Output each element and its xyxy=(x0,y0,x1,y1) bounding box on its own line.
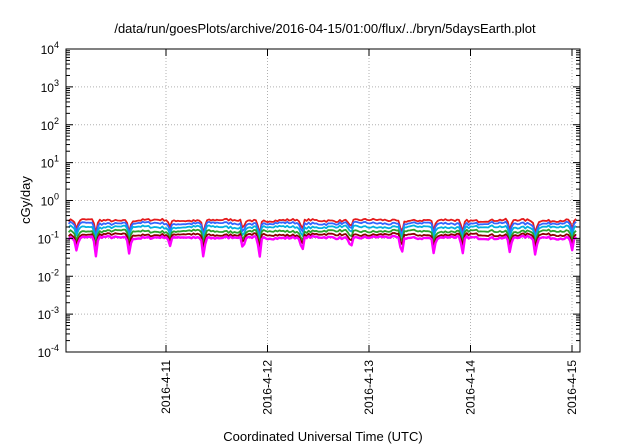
y-tick-label-exponent: -2 xyxy=(51,267,59,277)
y-tick-label-exponent: -1 xyxy=(51,229,59,239)
grid xyxy=(66,49,580,352)
y-tick-label-exponent: 4 xyxy=(54,40,59,50)
x-tick-label: 2016-4-14 xyxy=(464,360,478,415)
x-tick-label: 2016-4-11 xyxy=(159,360,173,414)
y-tick-label-exponent: 1 xyxy=(54,154,59,164)
y-tick-label-base: 10 xyxy=(41,157,55,171)
y-tick-label-exponent: 2 xyxy=(54,116,59,126)
y-tick-label-exponent: 0 xyxy=(54,192,59,202)
y-tick-label-exponent: -4 xyxy=(51,343,59,353)
y-axis-label: cGy/day xyxy=(18,176,33,224)
x-tick-label: 2016-4-13 xyxy=(362,360,376,415)
series-line xyxy=(67,232,577,249)
y-tick-label: 10-1 xyxy=(38,229,59,246)
y-tick-label-base: 10 xyxy=(38,308,52,322)
series-line xyxy=(67,228,577,247)
y-tick-label: 104 xyxy=(41,40,59,57)
y-tick-label-base: 10 xyxy=(38,232,52,246)
y-tick-label-base: 10 xyxy=(41,81,55,95)
series-line xyxy=(67,224,577,242)
x-tick-label: 2016-4-15 xyxy=(565,360,579,415)
y-tick-label-base: 10 xyxy=(41,195,55,209)
y-tick-label-base: 10 xyxy=(41,119,55,133)
y-tick-label-exponent: -3 xyxy=(51,305,59,315)
y-tick-label: 101 xyxy=(41,154,59,171)
x-axis: 2016-4-11 2016-4-12 2016-4-13 2016-4-14 2016… xyxy=(159,49,579,415)
y-tick-label-base: 10 xyxy=(38,270,52,284)
y-tick-label: 100 xyxy=(41,192,59,209)
y-tick-label: 10-2 xyxy=(38,267,59,284)
y-tick-label: 103 xyxy=(41,78,59,95)
series-line xyxy=(67,217,577,235)
series-line xyxy=(67,234,578,258)
x-axis-label: Coordinated Universal Time (UTC) xyxy=(223,429,422,444)
y-tick-label-exponent: 3 xyxy=(54,78,59,88)
y-tick-label-base: 10 xyxy=(41,43,55,57)
y-tick-label: 10-3 xyxy=(38,305,59,322)
series-line xyxy=(67,220,577,238)
plot-frame xyxy=(65,48,581,353)
y-tick-label-base: 10 xyxy=(38,346,52,360)
series-group xyxy=(67,217,578,258)
y-tick-label: 10-4 xyxy=(38,343,59,360)
chart-title: /data/run/goesPlots/archive/2016-04-15/0… xyxy=(114,21,536,36)
y-tick-label: 102 xyxy=(41,116,59,133)
x-tick-label: 2016-4-12 xyxy=(261,360,275,415)
